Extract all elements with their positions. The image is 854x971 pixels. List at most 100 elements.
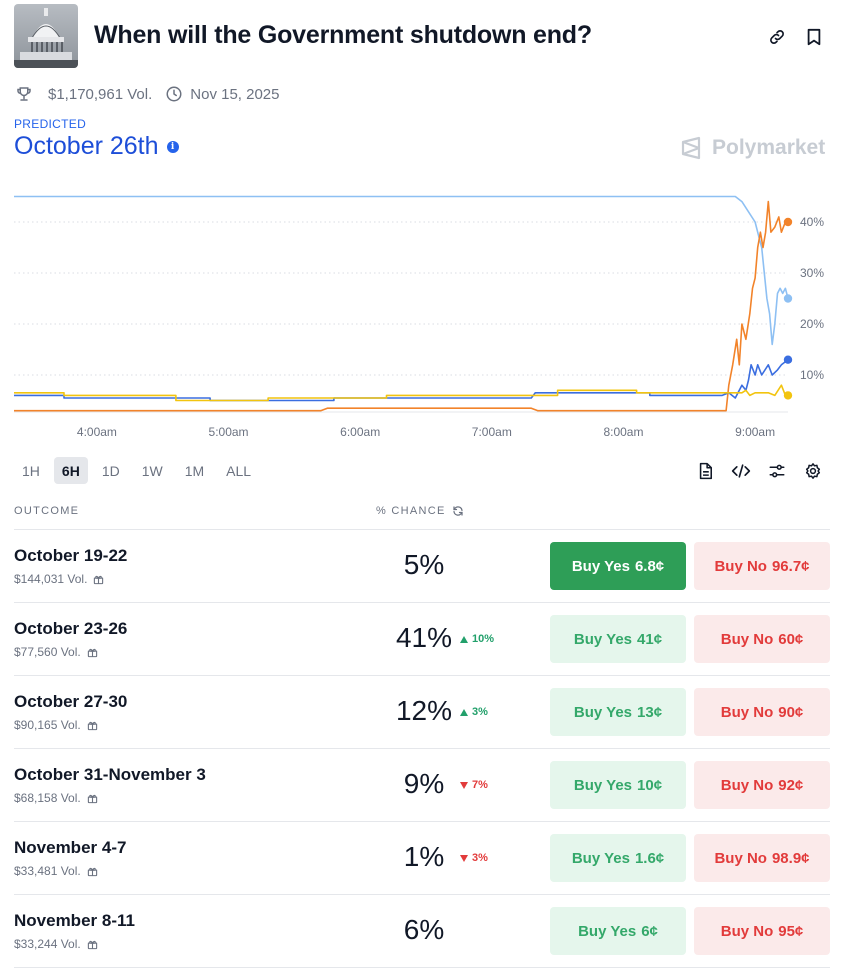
range-button-1m[interactable]: 1M [184,462,205,479]
outcomes-table-header: OUTCOME % CHANCE [14,504,830,530]
chance-change: 3% [460,706,488,718]
chart-x-axis: 4:00am 5:00am 6:00am 7:00am 8:00am 9:00am [77,425,775,439]
chance-change: 7% [460,779,488,791]
buy-no-button[interactable]: Buy No 90¢ [694,688,830,736]
buy-no-price: 95¢ [778,922,804,940]
series-endpoint-3 [783,391,793,400]
outcome-row[interactable]: November 8-11 $33,244 Vol. 6% Buy Yes 6¢ Buy … [14,895,830,968]
buy-no-label: Buy No [720,630,774,648]
market-thumbnail [14,4,78,68]
buy-no-label: Buy No [720,922,774,940]
outcome-row[interactable]: October 31-November 3 $68,158 Vol. 9% 7% Buy… [14,749,830,822]
range-button-1w[interactable]: 1W [141,462,163,479]
outcome-chance: 9% [403,768,445,799]
gear-icon[interactable] [802,460,824,482]
chance-change-value: 3% [472,706,488,718]
outcome-name: October 27-30 [14,692,128,711]
outcome-volume: $68,158 Vol. [14,791,98,805]
sliders-icon[interactable] [766,460,788,482]
buy-no-price: 92¢ [778,776,804,794]
outcome-row[interactable]: October 27-30 $90,165 Vol. 12% 3% Buy Yes 13¢… [14,676,830,749]
x-tick-label: 8:00am [603,425,643,439]
x-tick-label: 7:00am [472,425,512,439]
trophy-icon [14,84,34,104]
chance-change: 10% [460,633,494,645]
series-endpoint-2 [783,355,793,364]
outcome-row[interactable]: November 4-7 $33,481 Vol. 1% 3% Buy Yes 1.6¢ B… [14,822,830,895]
chart-endpoints [783,217,793,400]
buy-yes-button[interactable]: Buy Yes 41¢ [550,615,686,663]
link-icon[interactable] [766,26,788,48]
outcome-volume-value: $90,165 Vol. [14,718,81,732]
buy-yes-price: 6.8¢ [634,557,665,575]
outcome-volume: $77,560 Vol. [14,645,98,659]
code-icon[interactable] [730,460,752,482]
chance-column-header: % CHANCE [376,505,464,517]
bookmark-icon[interactable] [803,26,825,48]
buy-no-label: Buy No [720,776,774,794]
outcome-row[interactable]: October 19-22 $144,031 Vol. 5% Buy Yes 6.8¢ B… [14,530,830,603]
buy-yes-label: Buy Yes [578,922,637,940]
gift-icon [87,867,97,876]
gift-icon [94,575,104,584]
outcome-volume: $33,244 Vol. [14,937,98,951]
outcome-column-header: OUTCOME [14,505,80,517]
brand-name: Polymarket [712,136,826,159]
buy-yes-button[interactable]: Buy Yes 10¢ [550,761,686,809]
chance-column-label: % CHANCE [376,505,446,517]
predicted-value: October 26th [14,132,159,160]
buy-yes-label: Buy Yes [573,776,633,794]
arrow-down-icon [460,781,468,789]
outcome-chance: 41% [395,622,453,653]
y-tick-label: 30% [800,266,824,280]
buy-yes-button[interactable]: Buy Yes 1.6¢ [550,834,686,882]
polymarket-logo: Polymarket [680,136,825,160]
series-line-0 [14,195,789,346]
buy-no-label: Buy No [714,557,767,575]
outcome-volume-value: $68,158 Vol. [14,791,81,805]
info-icon[interactable]: i [166,140,179,153]
buy-no-button[interactable]: Buy No 60¢ [694,615,830,663]
buy-yes-price: 6¢ [641,922,658,940]
gift-icon [87,940,97,949]
buy-yes-label: Buy Yes [571,849,630,867]
buy-no-price: 90¢ [778,703,804,721]
market-title: When will the Government shutdown end? [94,21,592,49]
outcome-chance: 5% [403,549,445,580]
chart-y-axis: 10% 20% 30% 40% [800,215,824,382]
refresh-icon[interactable] [452,505,464,517]
buy-no-button[interactable]: Buy No 96.7¢ [694,542,830,590]
buy-yes-button[interactable]: Buy Yes 6.8¢ [550,542,686,590]
buy-yes-button[interactable]: Buy Yes 6¢ [550,907,686,955]
buy-yes-price: 1.6¢ [634,849,665,867]
buy-no-button[interactable]: Buy No 98.9¢ [694,834,830,882]
price-chart[interactable]: 10% 20% 30% 40% 4:00am 5:00am 6:00am 7:00am 8:0… [0,180,854,445]
arrow-up-icon [460,708,468,716]
buy-yes-price: 13¢ [637,703,663,721]
market-end-date: Nov 15, 2025 [190,85,280,103]
chance-change-value: 10% [472,633,495,645]
series-endpoint-0 [783,294,793,303]
outcome-chance: 1% [403,841,445,872]
outcome-name: November 8-11 [14,911,135,930]
chart-gridlines [14,221,788,376]
polymarket-logo-icon [681,136,701,160]
chance-change: 3% [460,852,488,864]
buy-yes-button[interactable]: Buy Yes 13¢ [550,688,686,736]
buy-yes-price: 41¢ [637,630,663,648]
outcome-volume-value: $33,481 Vol. [14,864,81,878]
gift-icon [87,794,97,803]
range-button-6h[interactable]: 6H [53,457,88,484]
buy-no-button[interactable]: Buy No 95¢ [694,907,830,955]
buy-no-button[interactable]: Buy No 92¢ [694,761,830,809]
outcome-chance: 6% [403,914,445,945]
buy-yes-label: Buy Yes [573,703,633,721]
document-icon[interactable] [694,460,716,482]
range-button-1d[interactable]: 1D [101,462,120,479]
gift-icon [87,648,97,657]
outcome-row[interactable]: October 23-26 $77,560 Vol. 41% 10% Buy Yes 41… [14,603,830,676]
range-button-1h[interactable]: 1H [22,462,40,479]
gift-icon [87,721,97,730]
outcome-volume-value: $144,031 Vol. [14,572,88,586]
range-button-all[interactable]: ALL [226,462,252,479]
